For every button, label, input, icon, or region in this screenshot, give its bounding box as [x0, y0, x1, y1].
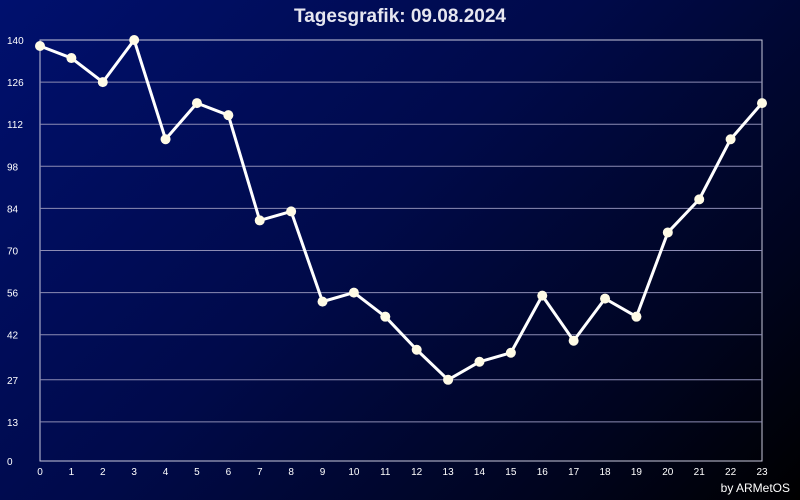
- x-tick-label: 0: [37, 467, 43, 478]
- x-tick-label: 20: [662, 467, 674, 478]
- data-point: [411, 344, 422, 355]
- credit-label: by ARMetOS: [720, 481, 790, 495]
- data-point: [348, 287, 359, 298]
- data-point: [129, 35, 140, 45]
- x-tick-label: 1: [69, 467, 75, 478]
- x-tick-label: 19: [631, 467, 643, 478]
- chart-title: Tagesgrafik: 09.08.2024: [294, 6, 506, 27]
- y-tick-label: 112: [7, 120, 23, 131]
- gridlines: [40, 81, 762, 423]
- x-tick-label: 17: [568, 467, 580, 478]
- x-tick-label: 14: [474, 467, 486, 478]
- data-point: [223, 110, 234, 121]
- x-axis-tick-labels: 0 1 2 3 4 5 6 7 8 9 10 11 12 13 14 15 16 17 18 19 20 21 22 23: [37, 467, 768, 478]
- x-tick-label: 13: [443, 467, 455, 478]
- x-tick-label: 21: [694, 467, 706, 478]
- x-tick-label: 8: [288, 467, 294, 478]
- x-tick-label: 12: [411, 467, 423, 478]
- x-tick-label: 15: [505, 467, 517, 478]
- data-point: [694, 194, 705, 205]
- data-point: [35, 41, 45, 52]
- y-tick-label: 56: [7, 289, 19, 300]
- data-point: [443, 374, 454, 385]
- x-tick-label: 2: [100, 467, 106, 478]
- data-point: [757, 98, 767, 109]
- y-tick-label: 98: [7, 162, 19, 173]
- x-tick-label: 4: [163, 467, 169, 478]
- x-tick-label: 3: [131, 467, 137, 478]
- y-tick-label: 42: [7, 331, 19, 342]
- y-axis-tick-labels: 0 13 27 42 56 70 84 98 112 126 140: [7, 36, 24, 468]
- data-point: [191, 98, 202, 109]
- y-tick-label: 13: [7, 418, 19, 429]
- data-point: [505, 347, 516, 358]
- data-point: [66, 53, 77, 64]
- data-point: [600, 293, 611, 304]
- y-tick-label: 70: [7, 247, 19, 258]
- x-tick-label: 5: [194, 467, 200, 478]
- data-point: [474, 356, 485, 367]
- x-tick-label: 10: [348, 467, 360, 478]
- x-tick-label: 7: [257, 467, 263, 478]
- y-tick-label: 84: [7, 204, 19, 215]
- data-point: [631, 311, 642, 322]
- x-tick-label: 22: [725, 467, 737, 478]
- x-tick-label: 18: [599, 467, 611, 478]
- data-point: [286, 206, 297, 217]
- x-tick-label: 23: [756, 467, 768, 478]
- x-tick-label: 9: [320, 467, 326, 478]
- data-point: [317, 296, 328, 307]
- series-line: [39, 38, 764, 382]
- y-tick-label: 0: [7, 457, 13, 468]
- x-tick-label: 6: [226, 467, 232, 478]
- y-tick-label: 27: [7, 376, 19, 387]
- data-point: [537, 290, 548, 301]
- x-tick-label: 16: [537, 467, 549, 478]
- series-layer: [35, 35, 767, 385]
- data-point: [254, 215, 265, 226]
- data-point: [160, 134, 171, 145]
- x-tick-label: 11: [380, 467, 391, 478]
- data-point: [380, 311, 391, 322]
- data-point: [725, 134, 736, 145]
- y-tick-label: 140: [7, 36, 24, 47]
- data-point: [662, 227, 673, 238]
- data-point: [97, 77, 108, 88]
- data-point: [568, 335, 579, 346]
- y-tick-label: 126: [7, 78, 24, 89]
